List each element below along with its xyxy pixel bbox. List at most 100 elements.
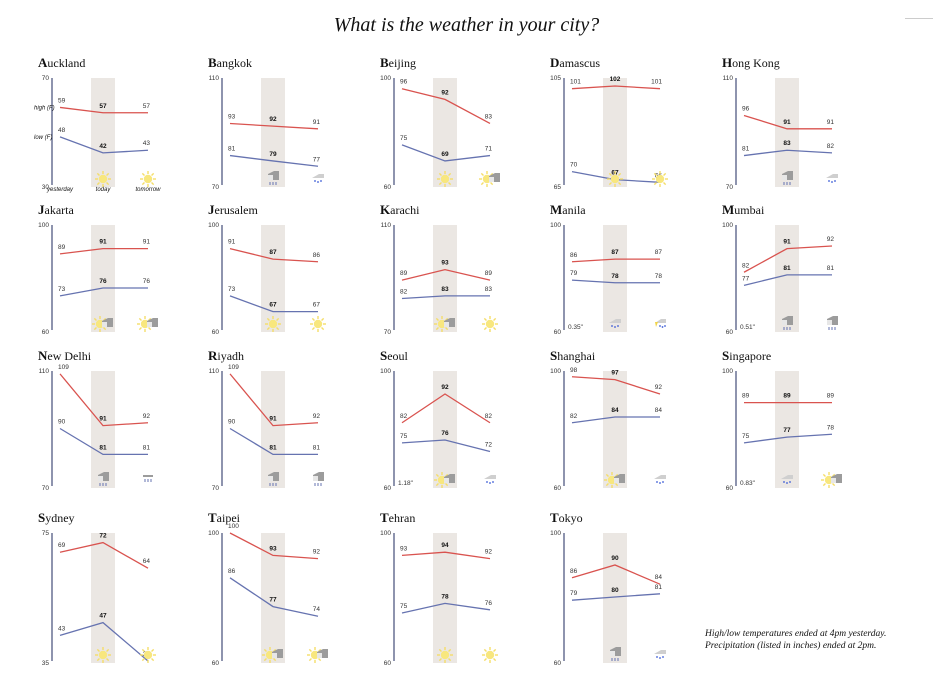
city-name: Jakarta	[38, 202, 74, 217]
high-value-label: 98	[570, 367, 578, 374]
high-value-label: 86	[570, 568, 578, 575]
low-value-label: 76	[485, 600, 493, 607]
city-chart: Auckland 70 30 59 57 57 48 42 43 high (F) low (F) y…	[34, 55, 161, 193]
low-temp-line	[401, 295, 490, 300]
today-band	[91, 533, 115, 663]
today-band	[433, 533, 457, 663]
city-rest: ingapore	[729, 349, 771, 363]
city-chart: Riyadh 110 70 109 91 92 90 81 81	[208, 348, 320, 492]
footnote: High/low temperatures ended at 4pm yeste…	[705, 628, 927, 652]
city-initial: K	[380, 202, 391, 217]
low-temp-line	[571, 279, 660, 284]
y-tick-max: 105	[550, 75, 561, 82]
low-temp-line	[229, 295, 318, 313]
rain-drop	[486, 481, 488, 483]
city-initial: T	[208, 510, 217, 525]
partly-cloudy-icon	[262, 647, 283, 663]
low-value-label: 78	[655, 273, 663, 280]
city-initial: H	[722, 55, 732, 70]
sun-ray	[608, 172, 612, 176]
city-name: Karachi	[380, 202, 420, 217]
y-tick-min: 65	[554, 184, 562, 191]
rain-drop	[662, 481, 664, 483]
legend-high-label: high (F)	[34, 105, 55, 111]
city-rest: amascus	[559, 56, 600, 70]
sun-ray	[321, 327, 325, 331]
sun-ray	[96, 172, 100, 176]
city-initial: B	[208, 55, 217, 70]
city-initial: S	[722, 348, 729, 363]
rain-drop	[617, 325, 619, 327]
sun-icon	[140, 647, 156, 663]
low-value-label: 82	[400, 289, 408, 296]
y-tick-max: 100	[38, 222, 49, 229]
sun-ray	[435, 473, 439, 477]
cloud-highlight	[782, 320, 787, 325]
y-tick-min: 60	[554, 485, 562, 492]
rain-drop	[664, 325, 666, 327]
high-temp-line	[229, 247, 319, 263]
rain-cloud-icon	[782, 316, 793, 330]
rain-drop	[789, 481, 791, 483]
low-value-label: 43	[143, 140, 151, 147]
top-rule	[905, 18, 933, 19]
sun-ray	[483, 658, 487, 662]
y-tick-max: 100	[380, 368, 391, 375]
low-value-label: 84	[655, 407, 663, 414]
today-band	[775, 78, 799, 187]
partly-cloudy-icon	[434, 316, 455, 332]
high-temp-line	[401, 393, 491, 424]
y-tick-min: 35	[42, 660, 50, 667]
rain-cloud-icon	[827, 316, 838, 330]
sun-disc	[98, 650, 108, 660]
low-value-label: 42	[99, 143, 107, 150]
sun-ray	[480, 182, 484, 186]
cloud-highlight	[827, 320, 832, 325]
precip-value: 1.18"	[398, 480, 414, 487]
sun-ray	[483, 648, 487, 652]
y-tick-min: 60	[212, 329, 220, 336]
cloud-shape	[484, 475, 496, 479]
high-value-label: 91	[143, 239, 151, 246]
city-initial: R	[208, 348, 218, 363]
city-name: Riyadh	[208, 348, 244, 363]
city-rest: ew Delhi	[47, 349, 91, 363]
city-chart: Karachi 110 70 89 93 89 82 83 83	[380, 202, 492, 336]
y-tick-min: 60	[726, 485, 734, 492]
city-initial: D	[550, 55, 559, 70]
high-value-label: 82	[400, 413, 408, 420]
low-value-label: 81	[228, 146, 236, 153]
low-value-label: 77	[269, 597, 277, 604]
sun-ray	[106, 182, 110, 186]
y-tick-max: 110	[39, 368, 50, 375]
low-value-label: 67	[269, 302, 277, 309]
sun-ray	[93, 317, 97, 321]
cloud-shape	[781, 475, 793, 479]
sun-ray	[311, 317, 315, 321]
low-value-label: 76	[99, 278, 107, 285]
sun-icon	[265, 316, 281, 332]
city-chart: Tehran 100 60 93 94 92 75 78 76	[380, 510, 492, 667]
cloud-highlight	[444, 322, 449, 327]
city-initial: J	[38, 202, 45, 217]
y-tick-max: 100	[380, 75, 391, 82]
sun-ray	[608, 182, 612, 186]
low-value-label: 75	[742, 433, 750, 440]
y-tick-max: 110	[209, 75, 220, 82]
sun-disc	[485, 650, 495, 660]
city-chart: Bangkok 110 70 93 92 91 81 79 77	[208, 55, 320, 191]
today-band	[775, 371, 799, 488]
today-band	[433, 225, 457, 332]
today-band	[603, 225, 627, 332]
high-value-label: 92	[655, 384, 663, 391]
sun-icon	[482, 647, 498, 663]
low-temp-line	[59, 427, 148, 456]
sun-ray	[435, 327, 439, 331]
sun-ray	[141, 658, 145, 662]
showers-icon	[781, 475, 793, 484]
city-initial: S	[380, 348, 387, 363]
low-value-label: 90	[58, 419, 66, 426]
low-value-label: 67	[313, 302, 321, 309]
y-tick-max: 100	[380, 530, 391, 537]
high-value-label: 93	[228, 113, 236, 120]
